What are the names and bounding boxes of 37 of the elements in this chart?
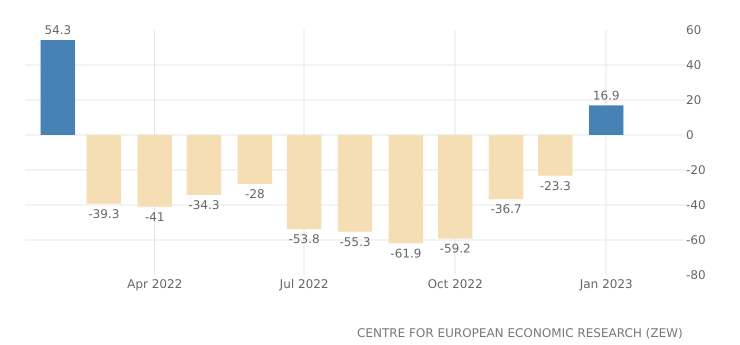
bar xyxy=(438,135,472,239)
y-tick-label: 20 xyxy=(686,93,702,108)
data-label: -39.3 xyxy=(88,206,120,221)
data-label: 54.3 xyxy=(44,22,72,37)
y-tick-label: -60 xyxy=(686,233,706,248)
bar xyxy=(538,135,573,176)
x-tick-label: Apr 2022 xyxy=(127,277,182,291)
x-tick-label: Jan 2023 xyxy=(578,277,633,291)
data-label: -34.3 xyxy=(188,198,220,212)
data-label: -41 xyxy=(144,210,165,224)
y-tick-label: -20 xyxy=(686,163,706,178)
bar xyxy=(186,135,222,196)
data-label: -36.7 xyxy=(490,202,522,216)
data-label: -59.2 xyxy=(440,242,471,256)
text: CENTRE FOR EUROPEAN ECONOMIC RESEARCH (ZEW) xyxy=(357,326,683,340)
bar xyxy=(86,135,122,204)
data-label: -28 xyxy=(245,187,265,201)
y-tick-label: -80 xyxy=(686,268,706,282)
bar xyxy=(286,135,322,230)
bar xyxy=(40,40,76,135)
bar xyxy=(388,135,424,244)
x-tick-label: Jul 2022 xyxy=(278,277,329,291)
x-tick-label: Oct 2022 xyxy=(428,277,483,291)
y-tick-label: -40 xyxy=(686,198,706,212)
data-label: -23.3 xyxy=(540,178,571,193)
y-tick-label: 60 xyxy=(686,23,702,38)
bar xyxy=(238,135,272,184)
data-label: -55.3 xyxy=(339,234,371,249)
data-label: -53.8 xyxy=(288,232,320,246)
bar xyxy=(488,135,524,200)
bar xyxy=(588,105,624,135)
data-label: -61.9 xyxy=(390,246,422,260)
data-label: 16.9 xyxy=(592,88,620,102)
bar xyxy=(137,135,172,207)
bar xyxy=(338,135,372,232)
y-tick-label: 40 xyxy=(686,58,702,72)
y-tick-label: 0 xyxy=(686,128,694,142)
